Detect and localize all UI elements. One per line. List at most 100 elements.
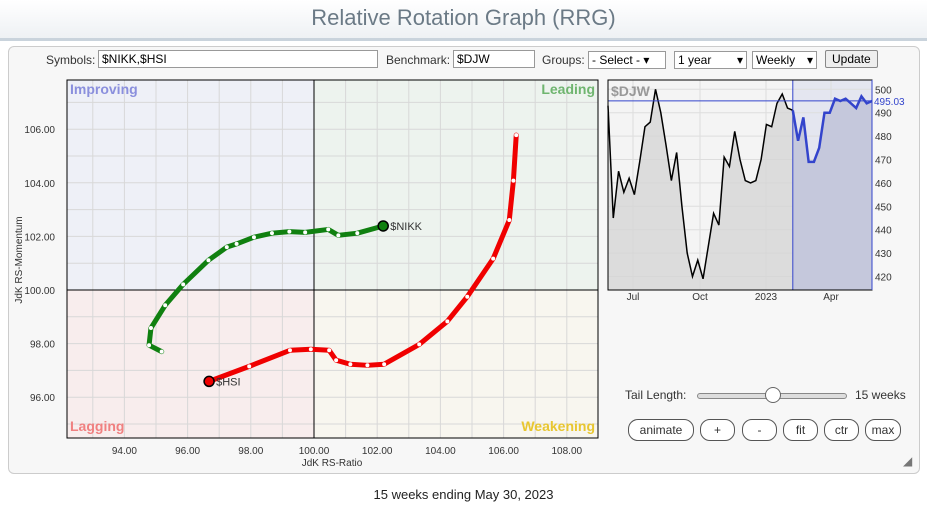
period-select[interactable]: 1 year ▾: [674, 51, 747, 69]
tail-point: [348, 362, 353, 367]
tail-point: [417, 342, 422, 347]
tail-length-value: 15 weeks: [855, 388, 906, 402]
period-value: 1 year: [678, 53, 712, 67]
x-axis-label: JdK RS-Ratio: [302, 458, 363, 469]
quadrant-improving: [67, 80, 314, 290]
groups-value: - Select -: [592, 53, 641, 67]
tail-point: [382, 362, 387, 367]
head-point: [377, 220, 389, 232]
tail-point: [303, 230, 308, 235]
tail-point: [336, 233, 341, 238]
y-tick-label: 104.00: [24, 179, 55, 190]
y-tick-label: 100.00: [24, 286, 55, 297]
tail-point: [206, 258, 211, 263]
tail-point: [234, 241, 239, 246]
price-tick-label: 420: [875, 273, 892, 284]
slider-thumb[interactable]: [765, 387, 781, 403]
date-tick-label: Oct: [692, 292, 708, 303]
y-tick-label: 96.00: [30, 393, 55, 404]
tail-point: [308, 347, 313, 352]
tail-point: [491, 256, 496, 261]
head-point: [203, 375, 215, 388]
tail-point: [287, 229, 292, 234]
x-tick-label: 98.00: [238, 446, 263, 457]
price-tick-label: 490: [875, 109, 892, 120]
tail-point: [445, 319, 450, 324]
price-tick-label: 440: [875, 226, 892, 237]
tail-point: [334, 358, 339, 363]
price-tick-label: 480: [875, 132, 892, 143]
price-tick-label: 460: [875, 179, 892, 190]
price-line: [607, 89, 794, 280]
tail-point: [147, 343, 152, 348]
tail-point: [511, 178, 516, 183]
plot-frame: [66, 79, 599, 439]
page-title: Relative Rotation Graph (RRG): [0, 0, 927, 41]
symbols-label: Symbols:: [46, 53, 96, 67]
symbols-input[interactable]: [98, 50, 378, 68]
tail-point: [181, 282, 186, 287]
zoom-in-button[interactable]: +: [700, 419, 735, 441]
center-button[interactable]: ctr: [824, 419, 859, 441]
price-area: [608, 89, 793, 290]
y-tick-label: 106.00: [24, 125, 55, 136]
x-tick-label: 108.00: [552, 446, 583, 457]
tail-point: [514, 133, 519, 138]
quadrant-label-leading: Leading: [541, 81, 595, 97]
series-label: $NIKK: [390, 221, 422, 233]
price-chart-title: $DJW: [611, 83, 651, 99]
tail-line-nikk: [146, 223, 386, 355]
date-tick-label: Jul: [627, 292, 640, 303]
tail-point: [247, 364, 252, 369]
last-value-label: 495.03: [874, 97, 905, 108]
tail-point: [465, 294, 470, 299]
tail-line-hsi: [206, 132, 519, 384]
benchmark-label: Benchmark:: [386, 53, 451, 67]
x-tick-label: 102.00: [362, 446, 393, 457]
update-button[interactable]: Update: [825, 50, 878, 68]
date-tick-label: Apr: [823, 292, 839, 303]
max-button[interactable]: max: [865, 419, 901, 441]
y-tick-label: 102.00: [24, 232, 55, 243]
price-tick-label: 500: [875, 85, 892, 96]
tail-point: [269, 231, 274, 236]
benchmark-input[interactable]: [453, 50, 535, 68]
zoom-out-button[interactable]: -: [742, 419, 777, 441]
price-tick-label: 450: [875, 202, 892, 213]
y-axis-label: JdK RS-Momentum: [14, 216, 25, 303]
tail-point: [326, 227, 331, 232]
tail-point: [251, 235, 256, 240]
x-tick-label: 96.00: [175, 446, 200, 457]
quadrant-label-improving: Improving: [70, 81, 138, 97]
tail-point: [327, 348, 332, 353]
tail-point: [355, 231, 360, 236]
fit-button[interactable]: fit: [783, 419, 818, 441]
quadrant-leading: [314, 80, 598, 290]
tail-length-label: Tail Length:: [625, 388, 687, 402]
y-tick-label: 98.00: [30, 340, 55, 351]
tail-point: [365, 363, 370, 368]
frequency-select[interactable]: Weekly ▾: [752, 51, 817, 69]
tail-point: [287, 348, 292, 353]
groups-select[interactable]: - Select - ▾: [588, 51, 666, 69]
quadrant-label-lagging: Lagging: [70, 418, 124, 434]
resize-handle-icon[interactable]: ◢: [903, 454, 913, 468]
tail-length-slider[interactable]: [697, 387, 847, 403]
x-tick-label: 106.00: [488, 446, 519, 457]
x-tick-label: 94.00: [112, 446, 137, 457]
price-tick-label: 470: [875, 156, 892, 167]
groups-label: Groups:: [542, 53, 585, 67]
date-tick-label: 2023: [755, 292, 778, 303]
tail-point: [159, 349, 164, 354]
price-tick-label: 430: [875, 249, 892, 260]
tail-point: [224, 245, 229, 250]
tail-point: [148, 326, 153, 331]
footer-caption: 15 weeks ending May 30, 2023: [373, 487, 554, 502]
frequency-value: Weekly: [756, 53, 796, 67]
x-tick-label: 104.00: [425, 446, 456, 457]
series-label: $HSI: [216, 376, 240, 388]
animate-button[interactable]: animate: [628, 419, 694, 441]
tail-point: [507, 218, 512, 223]
x-tick-label: 100.00: [299, 446, 330, 457]
